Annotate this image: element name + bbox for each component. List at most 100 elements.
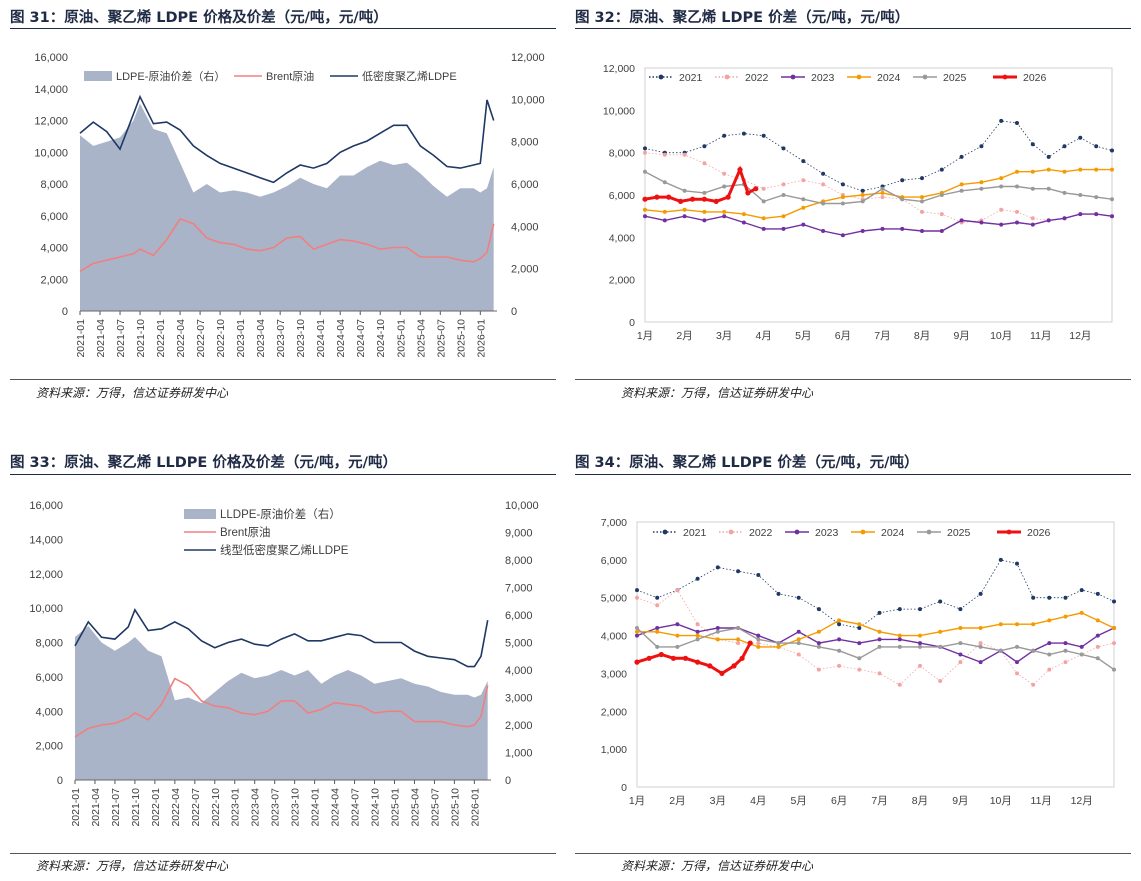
series-point-2025 bbox=[675, 644, 680, 649]
series-point-2026 bbox=[701, 196, 707, 202]
series-line-2023 bbox=[636, 623, 1115, 663]
series-point-2023 bbox=[1047, 641, 1052, 646]
series-point-2024 bbox=[1015, 622, 1019, 627]
right-tick-label: 8,000 bbox=[505, 555, 533, 567]
series-point-2025 bbox=[821, 201, 826, 206]
y-tick-label: 0 bbox=[621, 782, 627, 794]
legend-marker bbox=[794, 529, 800, 535]
series-point-2024 bbox=[655, 629, 660, 634]
legend-label: 2022 bbox=[749, 527, 773, 539]
series-line-2023 bbox=[644, 213, 1113, 236]
series-point-2024 bbox=[837, 618, 842, 623]
legend-marker bbox=[728, 529, 734, 535]
series-point-2023 bbox=[761, 226, 766, 231]
series-point-2022 bbox=[837, 663, 842, 668]
x-tick-label: 3月 bbox=[716, 330, 732, 342]
brent-price-line bbox=[79, 217, 495, 272]
series-point-2026 bbox=[737, 167, 743, 173]
series-point-2022 bbox=[999, 207, 1004, 212]
series-point-2024 bbox=[675, 633, 680, 638]
series-point-2026 bbox=[731, 663, 737, 669]
series-point-2021 bbox=[958, 607, 963, 612]
series-point-2023 bbox=[857, 641, 862, 646]
series-point-2022 bbox=[695, 622, 700, 627]
series-point-2023 bbox=[959, 218, 964, 223]
series-point-2024 bbox=[979, 180, 984, 185]
chart-panel-33: 图 33：原油、聚乙烯 LLDPE 价格及价差（元/吨，元/吨） 0 2,000 4… bbox=[10, 445, 566, 881]
series-point-2023 bbox=[741, 220, 746, 225]
series-line-2025 bbox=[644, 171, 1113, 205]
series-point-2026 bbox=[707, 663, 713, 669]
series-point-2023 bbox=[840, 233, 845, 238]
y-tick-label: 5,000 bbox=[601, 593, 627, 605]
series-point-2026 bbox=[634, 659, 640, 665]
series-point-2024 bbox=[877, 629, 882, 634]
title-divider bbox=[10, 28, 556, 29]
left-tick-label: 2,000 bbox=[35, 741, 63, 753]
legend-label: Brent原油 bbox=[220, 525, 271, 539]
legend-swatch bbox=[184, 509, 216, 519]
series-point-2023 bbox=[1015, 220, 1019, 225]
y-tick-label: 4,000 bbox=[601, 631, 627, 643]
series-point-2025 bbox=[1094, 195, 1099, 200]
series-point-2022 bbox=[1063, 660, 1068, 665]
series-point-2025 bbox=[998, 648, 1003, 653]
series-point-2023 bbox=[715, 626, 720, 630]
series-point-2022 bbox=[781, 182, 786, 187]
x-tick-label: 2023-01 bbox=[230, 788, 242, 827]
title-divider bbox=[575, 28, 1131, 29]
chart-canvas: 0 2,000 4,000 6,000 8,000 10,000 12,000 1月 2月 3月 4… bbox=[603, 63, 1114, 342]
series-point-2023 bbox=[1015, 660, 1019, 665]
series-point-2025 bbox=[880, 186, 885, 191]
series-point-2021 bbox=[900, 178, 905, 183]
y-tick-label: 12,000 bbox=[603, 63, 635, 75]
series-point-2025 bbox=[1110, 197, 1114, 202]
source-divider bbox=[10, 853, 556, 854]
series-point-2024 bbox=[1062, 169, 1067, 174]
series-point-2022 bbox=[958, 660, 963, 665]
left-tick-label: 14,000 bbox=[29, 534, 63, 546]
series-point-2025 bbox=[781, 193, 786, 197]
right-tick-label: 7,000 bbox=[505, 583, 533, 595]
series-point-2021 bbox=[702, 144, 707, 149]
series-point-2023 bbox=[920, 229, 924, 233]
x-tick-label: 11月 bbox=[1030, 330, 1051, 342]
left-tick-label: 4,000 bbox=[40, 243, 68, 255]
legend-label: Brent原油 bbox=[266, 69, 314, 83]
series-point-2021 bbox=[959, 154, 964, 159]
series-point-2026 bbox=[739, 655, 745, 661]
series-point-2021 bbox=[1063, 595, 1068, 600]
chart-panel-34: 图 34：原油、聚乙烯 LLDPE 价差（元/吨，元/吨） 0 1,000 2,00… bbox=[575, 445, 1131, 881]
x-tick-label: 2023-01 bbox=[235, 319, 247, 358]
chart-title: 图 33：原油、聚乙烯 LLDPE 价格及价差（元/吨，元/吨） bbox=[10, 455, 397, 471]
series-point-2025 bbox=[722, 184, 727, 189]
right-tick-label: 0 bbox=[505, 775, 511, 787]
series-point-2025 bbox=[761, 199, 766, 204]
series-point-2024 bbox=[840, 195, 845, 200]
series-point-2024 bbox=[918, 633, 922, 638]
series-point-2024 bbox=[998, 622, 1003, 627]
source-divider bbox=[10, 379, 556, 380]
x-tick-label: 4月 bbox=[750, 795, 766, 807]
x-tick-label: 5月 bbox=[795, 330, 811, 342]
series-point-2023 bbox=[1030, 222, 1035, 227]
series-point-2025 bbox=[857, 656, 862, 661]
series-point-2024 bbox=[1078, 167, 1083, 172]
series-point-2025 bbox=[682, 188, 687, 193]
series-point-2025 bbox=[776, 641, 781, 646]
left-tick-label: 6,000 bbox=[40, 211, 68, 223]
x-tick-label: 2024-04 bbox=[330, 788, 342, 827]
left-tick-label: 6,000 bbox=[35, 672, 63, 684]
series-point-2023 bbox=[999, 222, 1004, 227]
left-tick-label: 14,000 bbox=[34, 84, 68, 96]
plot-frame bbox=[644, 67, 1113, 323]
series-point-2023 bbox=[662, 218, 667, 223]
x-tick-label: 2025-07 bbox=[435, 319, 447, 358]
series-point-2024 bbox=[761, 216, 766, 221]
series-point-2023 bbox=[796, 629, 801, 634]
series-point-2025 bbox=[1112, 667, 1116, 672]
series-point-2023 bbox=[643, 214, 647, 219]
series-point-2021 bbox=[722, 133, 727, 138]
series-point-2025 bbox=[662, 180, 667, 185]
series-point-2024 bbox=[1112, 626, 1116, 630]
